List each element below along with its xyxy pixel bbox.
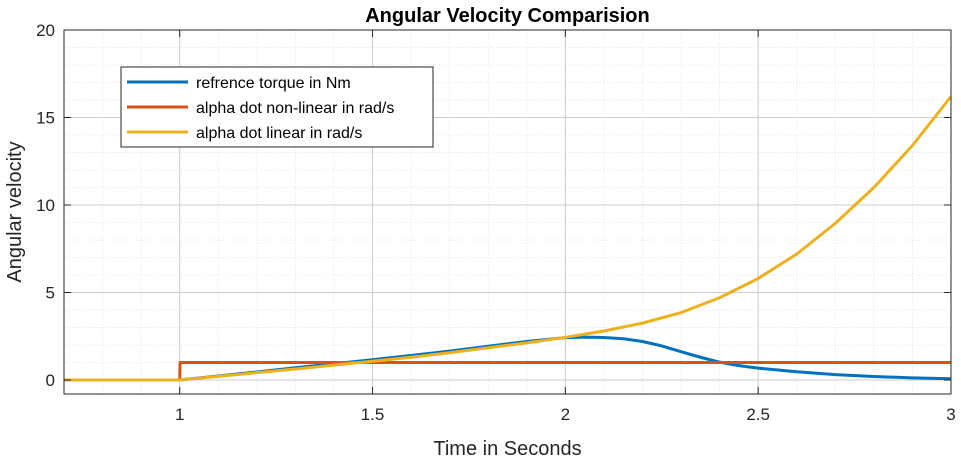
- legend-entry-label: refrence torque in Nm: [196, 75, 351, 92]
- y-tick-label: 10: [36, 196, 55, 215]
- x-tick-label: 1.5: [361, 405, 385, 424]
- series-group: [64, 95, 953, 382]
- y-tick-label: 5: [46, 284, 55, 303]
- legend-entry-label: alpha dot linear in rad/s: [196, 125, 362, 142]
- plot-frame: [63, 29, 952, 395]
- y-tick-label: 20: [36, 21, 55, 40]
- x-tick-label: 1: [175, 405, 184, 424]
- x-tick-label: 3: [946, 405, 955, 424]
- x-tick-label: 2: [561, 405, 570, 424]
- legend-entry-label: alpha dot non-linear in rad/s: [196, 100, 394, 117]
- x-axis-label: Time in Seconds: [433, 438, 581, 460]
- legend: refrence torque in Nm alpha dot non-linea…: [120, 66, 434, 148]
- chart-title: Angular Velocity Comparision: [365, 5, 650, 27]
- series-line-3: [64, 95, 953, 382]
- x-tick-label: 2.5: [746, 405, 770, 424]
- y-axis-label: Angular velocity: [4, 141, 26, 282]
- y-tick-label: 15: [36, 109, 55, 128]
- axis-ticks: 1 1.5 2 2.5 3 0 5 10 15 20: [36, 21, 956, 424]
- y-tick-label: 0: [46, 371, 55, 390]
